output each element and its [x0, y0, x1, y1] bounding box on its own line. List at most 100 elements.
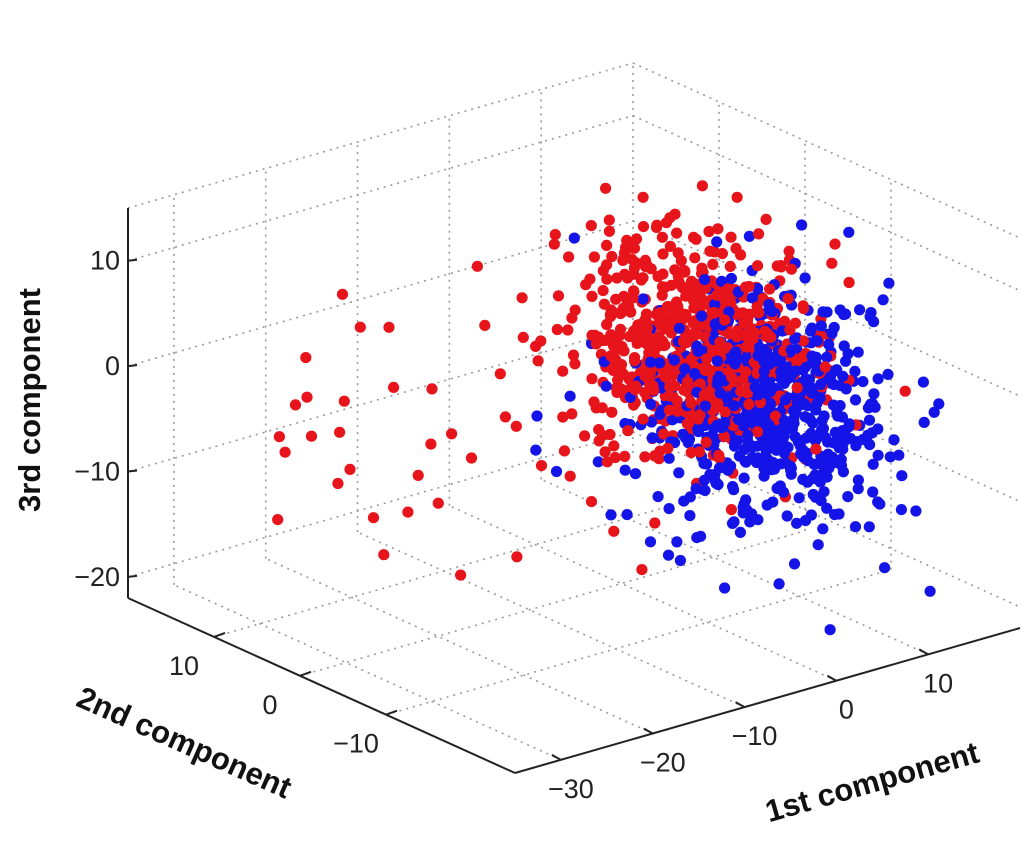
blue-data-point	[739, 455, 751, 467]
red-data-point	[494, 368, 506, 380]
red-data-point	[743, 322, 756, 334]
blue-data-point	[819, 453, 831, 465]
red-data-point	[628, 355, 641, 367]
red-data-point	[590, 402, 602, 414]
blue-data-point	[884, 451, 896, 463]
y-tick-label: 10	[169, 651, 199, 681]
red-data-point	[667, 308, 679, 320]
blue-data-point	[761, 346, 773, 358]
red-data-point	[402, 506, 414, 518]
blue-data-point	[752, 283, 764, 295]
blue-data-point	[683, 433, 696, 445]
red-data-point	[660, 217, 673, 229]
red-data-point	[752, 260, 764, 272]
red-data-point	[726, 371, 738, 383]
blue-data-point	[752, 389, 764, 401]
red-data-point	[551, 323, 563, 336]
blue-data-point	[850, 440, 862, 452]
red-data-point	[601, 318, 613, 331]
blue-data-point	[818, 486, 830, 498]
blue-data-point	[758, 470, 770, 482]
red-data-point	[566, 408, 578, 420]
red-data-point	[656, 231, 669, 243]
blue-data-point	[746, 292, 759, 304]
red-data-point	[685, 397, 697, 409]
red-data-point	[557, 365, 569, 377]
blue-data-point	[828, 437, 840, 449]
blue-data-point	[662, 549, 675, 561]
blue-data-point	[621, 508, 633, 521]
red-data-point	[639, 260, 652, 273]
red-data-point	[563, 251, 575, 263]
box-edge	[632, 62, 1021, 239]
blue-data-point	[811, 397, 823, 409]
blue-data-point	[716, 275, 728, 287]
blue-data-point	[711, 355, 724, 367]
red-data-point	[558, 445, 571, 457]
blue-data-point	[775, 373, 788, 385]
x-tick-label: −30	[548, 774, 594, 804]
axis-layer: −20 −10 0 10 −10 0 10 −30 −20 −10 0 10	[74, 208, 1021, 804]
red-data-point	[694, 409, 706, 421]
blue-data-point	[785, 460, 797, 473]
red-data-point	[511, 551, 523, 563]
red-data-point	[557, 411, 569, 423]
blue-data-point	[808, 458, 820, 470]
red-data-point	[597, 285, 609, 297]
red-data-point	[640, 337, 652, 350]
blue-data-point	[789, 365, 802, 377]
x-tick-mark	[551, 753, 562, 761]
blue-data-point	[806, 350, 818, 362]
red-data-point	[630, 233, 643, 245]
red-data-point	[656, 281, 669, 293]
red-data-point	[605, 350, 617, 362]
red-data-point	[279, 446, 291, 458]
red-data-point	[272, 514, 284, 526]
red-data-point	[708, 306, 720, 319]
blue-data-point	[699, 400, 711, 412]
red-data-point	[471, 260, 483, 272]
red-data-point	[843, 276, 855, 289]
blue-data-point	[789, 431, 801, 443]
blue-data-point	[645, 416, 658, 428]
blue-data-point	[699, 484, 711, 496]
red-data-point	[465, 452, 478, 464]
red-data-point	[760, 213, 772, 225]
red-data-point	[657, 248, 669, 260]
red-data-point	[608, 307, 620, 319]
red-data-point	[650, 221, 663, 233]
blue-data-point	[843, 226, 855, 238]
blue-data-point	[663, 452, 675, 464]
red-data-point	[388, 381, 400, 393]
blue-data-point	[644, 536, 657, 548]
blue-data-point	[564, 390, 576, 402]
blue-data-point	[592, 456, 604, 468]
red-data-point	[510, 420, 522, 432]
red-data-point	[585, 220, 597, 232]
blue-data-point	[840, 355, 852, 367]
blue-data-point	[917, 376, 930, 388]
blue-data-point	[805, 509, 818, 521]
red-data-point	[712, 223, 724, 235]
red-data-point	[675, 279, 687, 291]
blue-data-point	[678, 495, 690, 507]
red-data-point	[826, 257, 838, 269]
red-data-point	[639, 386, 651, 399]
blue-data-point	[729, 440, 741, 452]
red-data-point	[603, 214, 615, 226]
red-data-point	[446, 428, 458, 440]
red-data-point	[711, 289, 723, 301]
red-data-point	[681, 336, 693, 349]
red-data-point	[743, 280, 755, 293]
z-tick-label: −20	[74, 562, 120, 592]
blue-data-point	[864, 311, 876, 323]
blue-data-point	[600, 380, 612, 392]
red-data-point	[617, 254, 629, 266]
red-data-point	[751, 301, 763, 313]
blue-data-point	[842, 491, 854, 503]
blue-data-point	[629, 468, 642, 480]
blue-data-point	[829, 456, 841, 469]
blue-data-point	[726, 517, 739, 530]
red-data-point	[704, 365, 716, 377]
grid-line	[265, 557, 654, 735]
